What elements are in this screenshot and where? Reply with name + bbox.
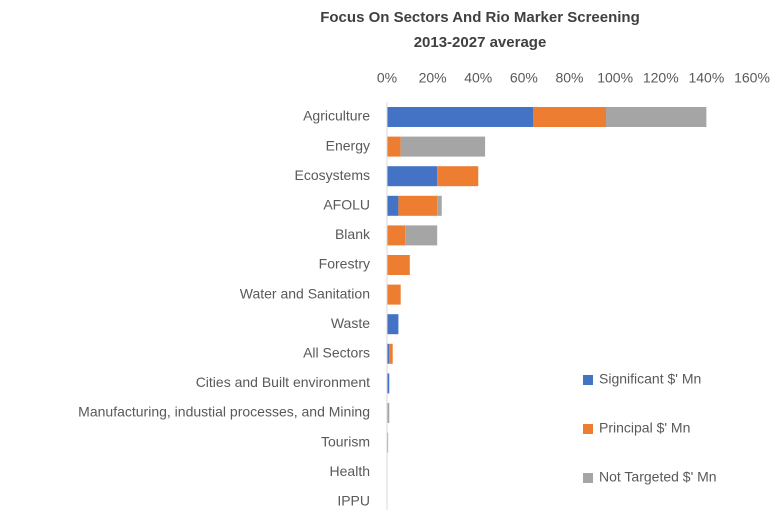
x-tick-label: 160%	[734, 70, 770, 86]
x-tick-label: 100%	[597, 70, 633, 86]
y-tick-label: Waste	[331, 315, 370, 331]
bar-segment	[387, 432, 389, 453]
bar-segment	[387, 136, 401, 157]
x-tick-label: 60%	[510, 70, 538, 86]
y-tick-label: Tourism	[321, 433, 370, 449]
y-tick-label: All Sectors	[303, 345, 370, 361]
x-tick-label: 40%	[464, 70, 492, 86]
y-tick-label: Blank	[335, 226, 371, 242]
bar-segment	[389, 343, 393, 364]
x-tick-label: 140%	[688, 70, 724, 86]
chart-subtitle: 2013-2027 average	[414, 34, 547, 51]
y-tick-label: Ecosystems	[295, 167, 370, 183]
y-tick-label: IPPU	[337, 493, 370, 509]
x-tick-label: 80%	[555, 70, 583, 86]
bar-segment	[606, 107, 707, 127]
bar-segment	[387, 255, 410, 275]
bar-segment	[437, 195, 442, 216]
bar-segment	[387, 195, 399, 216]
y-tick-label: Energy	[326, 137, 370, 153]
legend-label: Significant $' Mn	[599, 371, 701, 387]
y-tick-label: Health	[330, 463, 370, 479]
bar-segment	[387, 225, 406, 246]
x-tick-label: 20%	[419, 70, 447, 86]
bar-segment	[387, 107, 533, 127]
x-tick-label: 120%	[643, 70, 679, 86]
legend-swatch	[583, 375, 593, 385]
chart-title: Focus On Sectors And Rio Marker Screenin…	[320, 9, 640, 26]
legend-swatch	[583, 424, 593, 434]
bar-segment	[387, 314, 399, 335]
y-tick-label: Agriculture	[303, 108, 370, 124]
y-tick-label: Cities and Built environment	[196, 374, 370, 390]
bar-segment	[387, 373, 390, 394]
bar-segment	[398, 195, 438, 216]
legend-label: Principal $' Mn	[599, 420, 690, 436]
bar-segment	[387, 403, 390, 423]
legend-swatch	[583, 473, 593, 483]
bar-segment	[533, 107, 606, 127]
y-tick-label: Forestry	[319, 256, 370, 272]
bar-segment	[437, 166, 479, 187]
bar-segment	[400, 136, 486, 157]
y-tick-label: AFOLU	[323, 197, 370, 213]
bar-segment	[405, 225, 438, 246]
legend-label: Not Targeted $' Mn	[599, 469, 717, 485]
bar-segment	[387, 284, 401, 305]
bar-segment	[387, 343, 390, 364]
y-tick-label: Manufacturing, industial processes, and …	[78, 404, 370, 420]
x-tick-label: 0%	[377, 70, 397, 86]
bar-segment	[387, 166, 438, 187]
y-tick-label: Water and Sanitation	[240, 285, 370, 301]
